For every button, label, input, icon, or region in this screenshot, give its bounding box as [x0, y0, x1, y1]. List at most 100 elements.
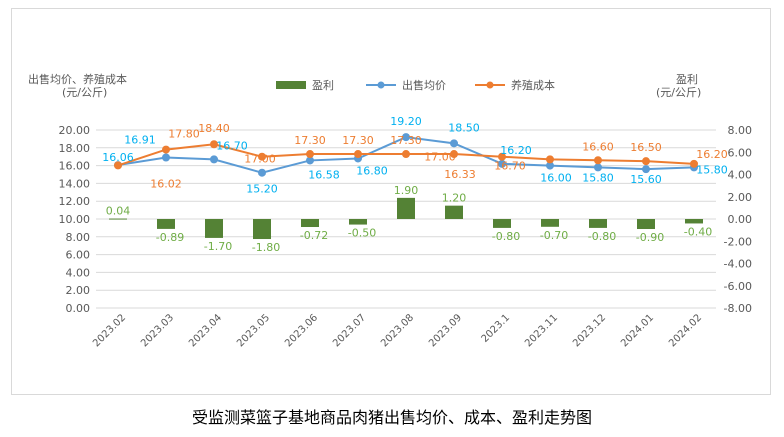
left-tick-label: 14.00: [59, 177, 91, 190]
cost-data-label: 17.00: [244, 153, 276, 166]
x-tick-label: 2023.05: [235, 312, 272, 349]
cost-data-label: 17.80: [168, 128, 200, 141]
legend-sale-label: 出售均价: [402, 78, 446, 92]
cost-point: [306, 150, 314, 159]
sale-data-label: 18.50: [448, 121, 480, 134]
left-tick-label: 12.00: [59, 195, 91, 208]
sale-point: [546, 161, 554, 170]
right-axis-title-1: 盈利: [676, 73, 698, 86]
left-tick-label: 18.00: [59, 142, 91, 155]
left-tick-label: 8.00: [66, 231, 91, 244]
sale-data-label: 16.80: [356, 164, 388, 177]
sale-point: [402, 133, 410, 142]
profit-data-label: 1.90: [394, 184, 419, 197]
cost-point: [354, 150, 362, 159]
sale-data-label: 16.20: [500, 144, 532, 157]
left-axis-title-1: 出售均价、养殖成本: [28, 73, 127, 86]
cost-point: [162, 145, 170, 154]
cost-data-label: 16.70: [494, 159, 526, 172]
cost-point: [258, 152, 266, 161]
sale-point: [450, 139, 458, 148]
x-tick-label: 2023.11: [523, 312, 560, 349]
profit-bar: [493, 219, 511, 228]
sale-data-label: 16.00: [540, 172, 572, 185]
sale-point: [594, 163, 602, 172]
x-tick-label: 2023.06: [283, 312, 320, 349]
cost-data-label: 16.02: [150, 177, 182, 190]
cost-point: [114, 161, 122, 170]
right-axis-title-2: (元/公斤): [656, 86, 702, 99]
legend-sale-marker: [377, 81, 385, 89]
x-tick-label: 2023.02: [91, 312, 128, 349]
x-tick-label: 2023.04: [187, 312, 224, 349]
sale-data-label: 16.06: [102, 151, 134, 164]
sale-data-label: 15.80: [696, 163, 728, 176]
sale-data-label: 19.20: [390, 115, 422, 128]
right-tick-label: -4.00: [724, 258, 752, 271]
legend-cost-marker: [486, 81, 494, 89]
sale-point: [210, 155, 218, 164]
legend-profit-label: 盈利: [312, 79, 334, 92]
legend-cost-label: 养殖成本: [511, 78, 555, 92]
left-tick-label: 6.00: [66, 249, 91, 262]
right-tick-label: 2.00: [728, 191, 753, 204]
left-tick-label: 0.00: [66, 302, 91, 315]
sale-data-label: 15.20: [246, 183, 278, 196]
profit-bar: [445, 205, 463, 219]
chart-title: 受监测菜篮子基地商品肉猪出售均价、成本、盈利走势图: [191, 408, 592, 427]
left-tick-label: 16.00: [59, 160, 91, 173]
cost-data-label: 18.40: [198, 122, 230, 135]
right-tick-label: -8.00: [724, 302, 752, 315]
cost-data-label: 16.33: [444, 168, 476, 181]
sale-point: [162, 153, 170, 162]
profit-bar: [637, 219, 655, 230]
cost-point: [498, 152, 506, 161]
x-tick-label: 2023.07: [331, 312, 368, 349]
cost-data-label: 16.50: [630, 141, 662, 154]
profit-data-label: 1.20: [442, 192, 467, 205]
chart-svg: 0.00 2.00 4.00 6.00 8.00 10.00 12.00 14.00 16.00…: [59, 78, 753, 349]
profit-data-label: -0.90: [636, 231, 664, 244]
cost-data-label: 16.20: [696, 148, 728, 161]
cost-point: [210, 140, 218, 149]
profit-data-label: 0.04: [106, 205, 131, 218]
profit-bar: [157, 219, 175, 229]
chart-frame: [11, 8, 771, 395]
profit-data-label: -0.89: [156, 231, 184, 244]
sale-data-label: 16.91: [124, 134, 156, 147]
cost-data-label: 17.00: [424, 151, 456, 164]
cost-point: [546, 155, 554, 164]
right-tick-label: 6.00: [728, 146, 753, 159]
right-tick-label: 4.00: [728, 169, 753, 182]
profit-bar: [205, 219, 223, 238]
profit-bar: [589, 219, 607, 228]
sale-data-label: 16.58: [308, 168, 340, 181]
profit-data-label: -0.80: [588, 230, 616, 243]
right-tick-label: 0.00: [728, 213, 753, 226]
cost-data-label: 17.30: [342, 134, 374, 147]
profit-bar: [397, 197, 415, 219]
right-tick-label: -2.00: [724, 235, 752, 248]
profit-data-label: -0.72: [300, 229, 328, 242]
cost-data-label: 17.30: [390, 134, 422, 147]
left-tick-label: 20.00: [59, 124, 91, 137]
x-tick-label: 2023.12: [571, 312, 608, 349]
profit-bar: [349, 219, 367, 225]
right-tick-label: 8.00: [728, 124, 753, 137]
left-tick-label: 4.00: [66, 266, 91, 279]
x-tick-label: 2023.1: [480, 312, 513, 345]
cost-point: [642, 157, 650, 166]
left-tick-label: 2.00: [66, 284, 91, 297]
profit-bar: [109, 218, 127, 220]
profit-data-label: -1.80: [252, 241, 280, 254]
legend-profit-swatch: [276, 81, 306, 89]
profit-data-label: -0.50: [348, 227, 376, 240]
cost-point: [450, 150, 458, 159]
profit-data-label: -0.80: [492, 230, 520, 243]
x-tick-label: 2023.08: [379, 312, 416, 349]
cost-data-label: 16.60: [582, 140, 614, 153]
profit-bar: [541, 219, 559, 227]
profit-bar: [301, 219, 319, 228]
profit-data-label: -0.70: [540, 229, 568, 242]
sale-data-label: 16.70: [216, 139, 248, 152]
